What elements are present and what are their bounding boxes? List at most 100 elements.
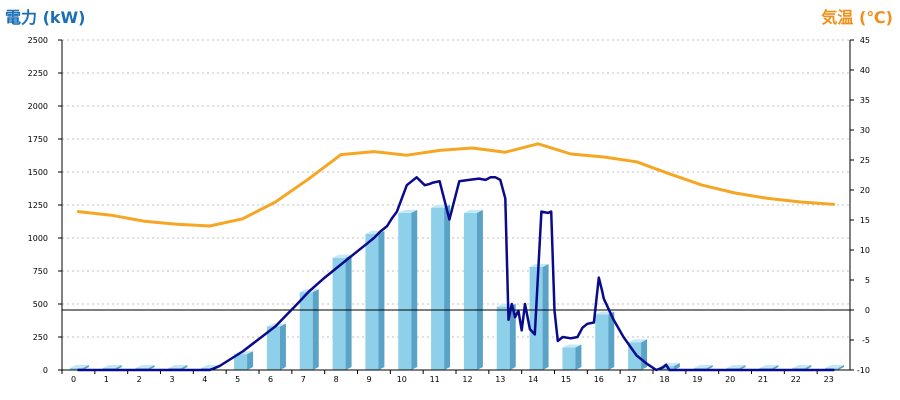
x-tick-label: 19: [692, 375, 702, 384]
x-tick-label: 9: [366, 375, 371, 384]
x-tick-label: 1: [104, 375, 109, 384]
power-bars: [69, 204, 845, 370]
bar: [628, 339, 648, 370]
power-line: [77, 176, 835, 372]
y-tick-label: 1250: [28, 201, 48, 210]
bar: [463, 209, 483, 370]
bar-side: [641, 339, 648, 370]
bar-side: [476, 209, 483, 370]
y2-tick-label: 45: [860, 36, 870, 45]
right-axis-title: 気温 (℃): [821, 8, 893, 27]
y-tick-label: 1500: [28, 168, 48, 177]
x-tick-label: 2: [137, 375, 142, 384]
x-tick-label: 11: [430, 375, 440, 384]
bar-top: [69, 365, 89, 368]
tick-labels: 02505007501000125015001750200022502500-1…: [28, 36, 870, 384]
y-tick-label: 2500: [28, 36, 48, 45]
x-tick-label: 14: [528, 375, 538, 384]
bar-side: [542, 264, 549, 370]
x-tick-label: 0: [71, 375, 76, 384]
bar: [332, 254, 352, 370]
y-tick-label: 250: [33, 333, 48, 342]
gridlines: [62, 39, 850, 338]
bar-front: [266, 326, 280, 370]
bar-top: [825, 365, 845, 368]
bar-front: [365, 234, 379, 370]
series-lines: [76, 142, 836, 372]
bar-front: [562, 347, 576, 370]
bar-front: [332, 257, 346, 370]
bar-front: [496, 306, 510, 370]
x-tick-label: 20: [725, 375, 735, 384]
bar-side: [378, 231, 385, 370]
bar-top: [135, 365, 155, 368]
bar-top: [759, 365, 779, 368]
y2-tick-label: 25: [860, 156, 870, 165]
bar: [431, 204, 451, 370]
x-tick-label: 15: [561, 375, 571, 384]
x-tick-label: 16: [594, 375, 604, 384]
bar: [365, 231, 385, 370]
bar-top: [332, 254, 352, 258]
x-tick-label: 6: [268, 375, 273, 384]
x-tick-label: 7: [301, 375, 306, 384]
bar-side: [345, 254, 352, 370]
bar-side: [608, 311, 615, 370]
bar-top: [693, 365, 713, 368]
y-tick-label: 750: [33, 267, 48, 276]
bar-side: [279, 323, 286, 370]
left-axis-title: 電力 (kW): [5, 8, 86, 27]
bar-front: [595, 314, 609, 370]
y2-tick-label: 5: [865, 276, 870, 285]
bar-side: [673, 363, 680, 370]
bar-top: [628, 339, 648, 343]
x-tick-label: 17: [627, 375, 637, 384]
y2-tick-label: 40: [860, 66, 870, 75]
y2-tick-label: 0: [865, 306, 870, 315]
bar-top: [168, 365, 188, 368]
x-tick-label: 10: [397, 375, 407, 384]
bar-side: [411, 209, 418, 370]
bar-front: [463, 212, 477, 370]
bar-front: [234, 354, 248, 370]
bar-top: [792, 365, 812, 368]
y-tick-label: 1000: [28, 234, 48, 243]
y2-tick-label: 35: [860, 96, 870, 105]
bar: [562, 344, 582, 370]
y-tick-label: 2000: [28, 102, 48, 111]
bar: [595, 311, 615, 370]
bar-side: [312, 289, 319, 370]
y2-tick-label: -5: [862, 336, 870, 345]
bar-top: [463, 209, 483, 213]
bar-side: [444, 204, 451, 370]
x-tick-label: 8: [334, 375, 339, 384]
bar: [496, 303, 516, 370]
bar-side: [509, 303, 516, 370]
bar-side: [838, 365, 845, 370]
y2-tick-label: 20: [860, 186, 870, 195]
bar-front: [69, 368, 83, 370]
y-tick-label: 2250: [28, 69, 48, 78]
y-tick-label: 500: [33, 300, 48, 309]
x-tick-label: 21: [758, 375, 768, 384]
x-tick-label: 18: [659, 375, 669, 384]
y2-tick-label: -10: [857, 366, 870, 375]
bar: [299, 289, 319, 370]
y2-tick-label: 10: [860, 246, 870, 255]
x-tick-label: 23: [824, 375, 834, 384]
bar-side: [575, 344, 582, 370]
x-tick-label: 13: [495, 375, 505, 384]
bar-front: [299, 292, 313, 370]
bar: [398, 209, 418, 370]
x-tick-label: 12: [462, 375, 472, 384]
bar: [529, 264, 549, 370]
bar-front: [398, 212, 412, 370]
x-tick-label: 5: [235, 375, 240, 384]
y2-tick-label: 15: [860, 216, 870, 225]
bar-top: [562, 344, 582, 348]
x-tick-label: 22: [791, 375, 801, 384]
y2-tick-label: 30: [860, 126, 870, 135]
temperature-line: [76, 142, 836, 228]
y-tick-label: 0: [43, 366, 48, 375]
